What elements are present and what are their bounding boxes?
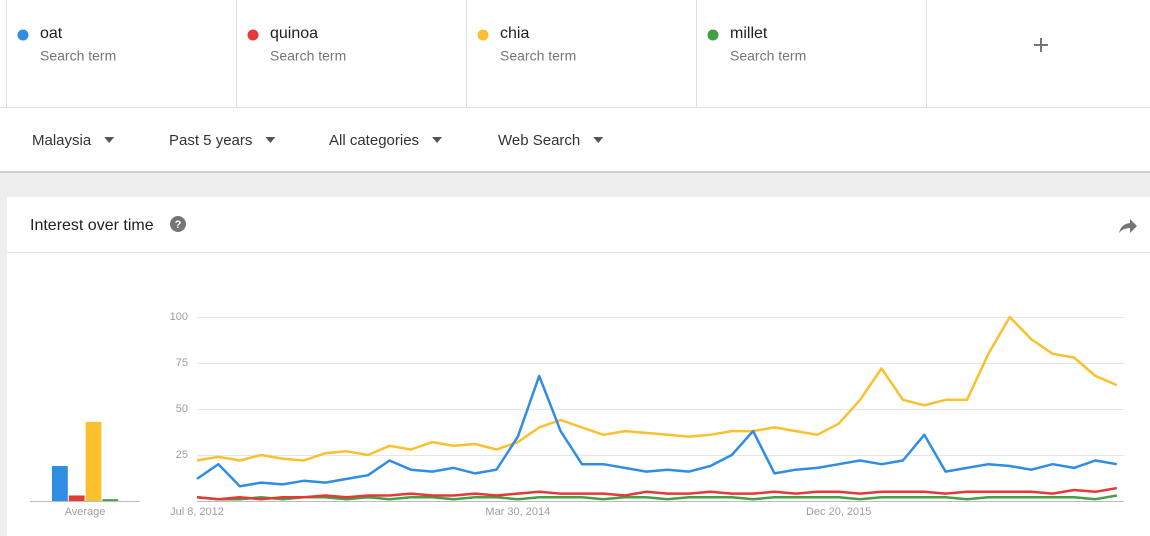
term-name[interactable]: millet	[730, 25, 768, 42]
term-dot	[17, 29, 29, 41]
y-tick-label: 25	[176, 449, 188, 461]
average-bar	[102, 499, 119, 501]
terms-bar	[0, 0, 1150, 107]
term-dot	[477, 29, 489, 41]
average-bar	[68, 495, 85, 501]
help-icon[interactable]: ?	[170, 216, 186, 232]
term-subtitle: Search term	[40, 48, 116, 64]
dropdown-arrow	[432, 137, 443, 143]
y-tick-label: 75	[176, 357, 188, 369]
average-bar	[85, 421, 102, 501]
dropdown-arrow	[104, 137, 115, 143]
term-subtitle: Search term	[270, 48, 346, 64]
series-line	[196, 374, 1118, 488]
term-subtitle: Search term	[730, 48, 806, 64]
filter-bar	[0, 108, 1150, 172]
x-tick-label: Dec 20, 2015	[806, 506, 871, 518]
series-line	[196, 315, 1118, 462]
share-icon[interactable]	[1119, 219, 1137, 233]
term-dot	[247, 29, 259, 41]
term-name[interactable]: chia	[500, 25, 529, 42]
filter-shadow	[0, 171, 1150, 173]
term-name[interactable]: oat	[40, 25, 63, 42]
term-dot	[707, 29, 719, 41]
x-tick-label: Jul 8, 2012	[170, 506, 224, 518]
filter-dropdown[interactable]: Malaysia	[32, 132, 92, 149]
filter-dropdown[interactable]: All categories	[329, 132, 419, 149]
series-line	[196, 486, 1118, 501]
x-tick-label: Mar 30, 2014	[485, 506, 550, 518]
term-subtitle: Search term	[500, 48, 576, 64]
average-bar	[52, 466, 68, 501]
average-label: Average	[65, 506, 106, 518]
term-dividers	[0, 0, 1150, 108]
dropdown-arrow	[265, 137, 276, 143]
add-term-button[interactable]	[1034, 38, 1048, 52]
svg-text:?: ?	[175, 219, 182, 231]
card-title: Interest over time	[30, 217, 154, 234]
dropdown-arrow	[593, 137, 604, 143]
term-name[interactable]: quinoa	[270, 25, 318, 42]
filter-dropdown[interactable]: Past 5 years	[169, 132, 252, 149]
y-tick-label: 100	[170, 311, 188, 323]
filter-dropdown[interactable]: Web Search	[498, 132, 580, 149]
y-tick-label: 50	[176, 403, 188, 415]
series-line	[196, 494, 1118, 501]
